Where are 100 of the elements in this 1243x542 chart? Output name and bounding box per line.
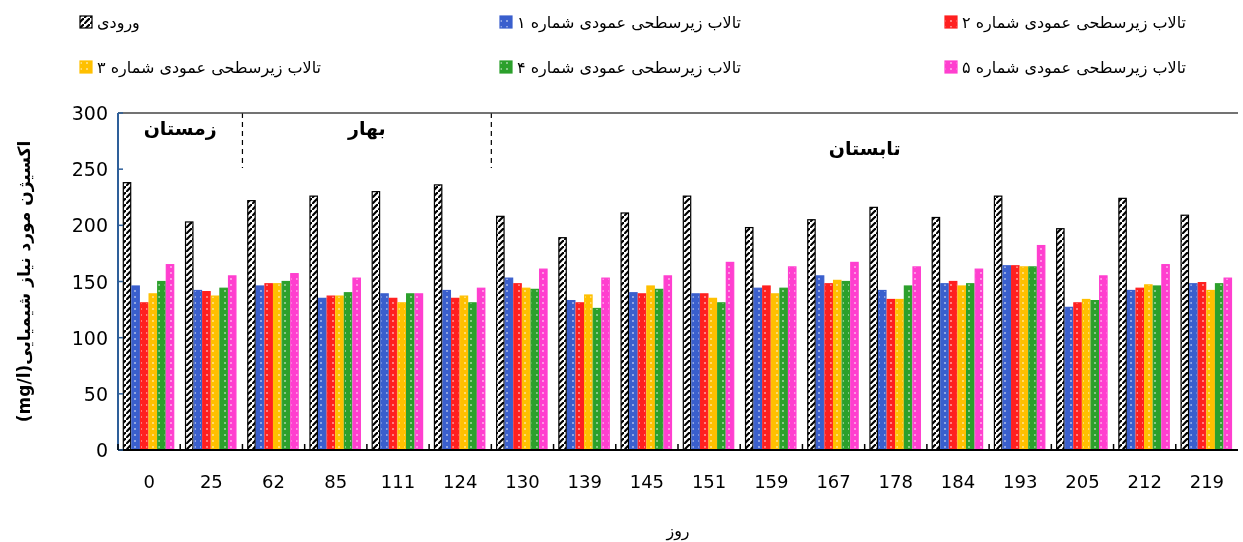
bar [637,293,647,451]
bar [468,302,477,451]
bar [974,268,984,451]
bar [406,293,415,451]
y-tick-label: 50 [83,382,108,405]
x-tick-label: 167 [816,471,851,492]
y-tick-label: 100 [71,326,108,349]
bar [442,289,452,451]
annotation: زمستان [143,117,217,140]
bar [352,277,361,451]
x-tick-label: 219 [1189,471,1225,492]
bar [1223,277,1233,451]
x-tick-label: 159 [754,471,789,492]
bar [699,293,709,451]
x-tick-label: 193 [1003,471,1038,492]
x-tick-label: 205 [1065,471,1100,492]
bar [966,283,975,451]
bar [1206,289,1215,451]
bar [1135,287,1145,451]
bar [1036,244,1046,451]
bar [272,283,282,451]
y-tick-label: 150 [71,270,108,293]
bar [815,275,825,451]
bar [654,288,664,451]
bar [957,285,966,451]
bar [1011,265,1020,451]
bar [264,283,273,451]
bar [717,302,726,451]
legend-label: ورودی [97,13,140,33]
bar [476,287,486,451]
bar [343,292,353,451]
bar [575,302,585,451]
bar [1028,266,1037,451]
bar [584,294,593,451]
bar [202,291,211,451]
bar [521,287,531,451]
bar [850,261,859,451]
bar [157,280,166,451]
x-tick-label: 139 [567,471,602,492]
y-tick-label: 200 [71,214,108,237]
bar [165,264,175,451]
legend-label: تالاب زیرسطحی عمودی شماره ۵ [962,58,1187,78]
bar [335,295,344,451]
bar [691,293,700,451]
x-tick-label: 130 [505,471,540,492]
bar [1161,264,1170,451]
y-axis-title: اکسیژن مورد نیاز شیمیایی(mg/l) [14,140,35,423]
x-tick-label: 111 [380,471,416,492]
bar [770,293,780,451]
bar [779,287,788,451]
bar [895,298,904,451]
bar [1064,306,1074,451]
bar [210,295,220,451]
y-tick-label: 300 [71,102,108,124]
bar [504,277,514,451]
bar [1214,283,1224,451]
bar [903,285,913,451]
bar [886,298,896,451]
bar [388,297,398,451]
bar [1019,266,1029,451]
x-axis-title: روز [665,521,690,541]
bar [459,295,469,451]
bar [397,302,406,451]
bar [1144,284,1153,451]
bar [193,289,203,451]
x-tick-label: 145 [629,471,665,492]
bar [566,300,576,451]
x-tick-label: 124 [443,471,478,492]
legend-label: تالاب زیرسطحی عمودی شماره ۲ [962,13,1187,33]
x-tick-label: 178 [878,471,913,492]
x-tick-label: 25 [199,471,223,492]
bar [414,293,424,451]
bar [380,293,389,451]
bar [646,285,655,451]
x-tick-label: 0 [143,471,155,492]
x-tick-label: 151 [691,471,727,492]
x-tick-label: 62 [262,471,286,492]
y-tick-label: 0 [95,439,108,461]
bar [451,297,460,451]
legend-label: تالاب زیرسطحی عمودی شماره ۱ [517,13,742,33]
bar [841,280,851,451]
bar [317,297,327,451]
bar [753,287,763,451]
bar [131,285,140,451]
bar [877,289,887,451]
bar [255,285,265,451]
x-tick-label: 212 [1127,471,1162,492]
bar [629,292,638,451]
legend-label: تالاب زیرسطحی عمودی شماره ۴ [517,58,742,78]
bar [1189,283,1198,451]
x-tick-label: 184 [940,471,976,492]
bar [663,275,673,451]
annotation: تابستان [828,137,901,159]
bar [948,280,958,451]
bar [601,277,610,451]
bar [762,285,771,451]
y-tick-label: 250 [71,158,108,181]
bar [227,275,237,451]
bar [1197,282,1207,451]
bar [592,307,602,451]
